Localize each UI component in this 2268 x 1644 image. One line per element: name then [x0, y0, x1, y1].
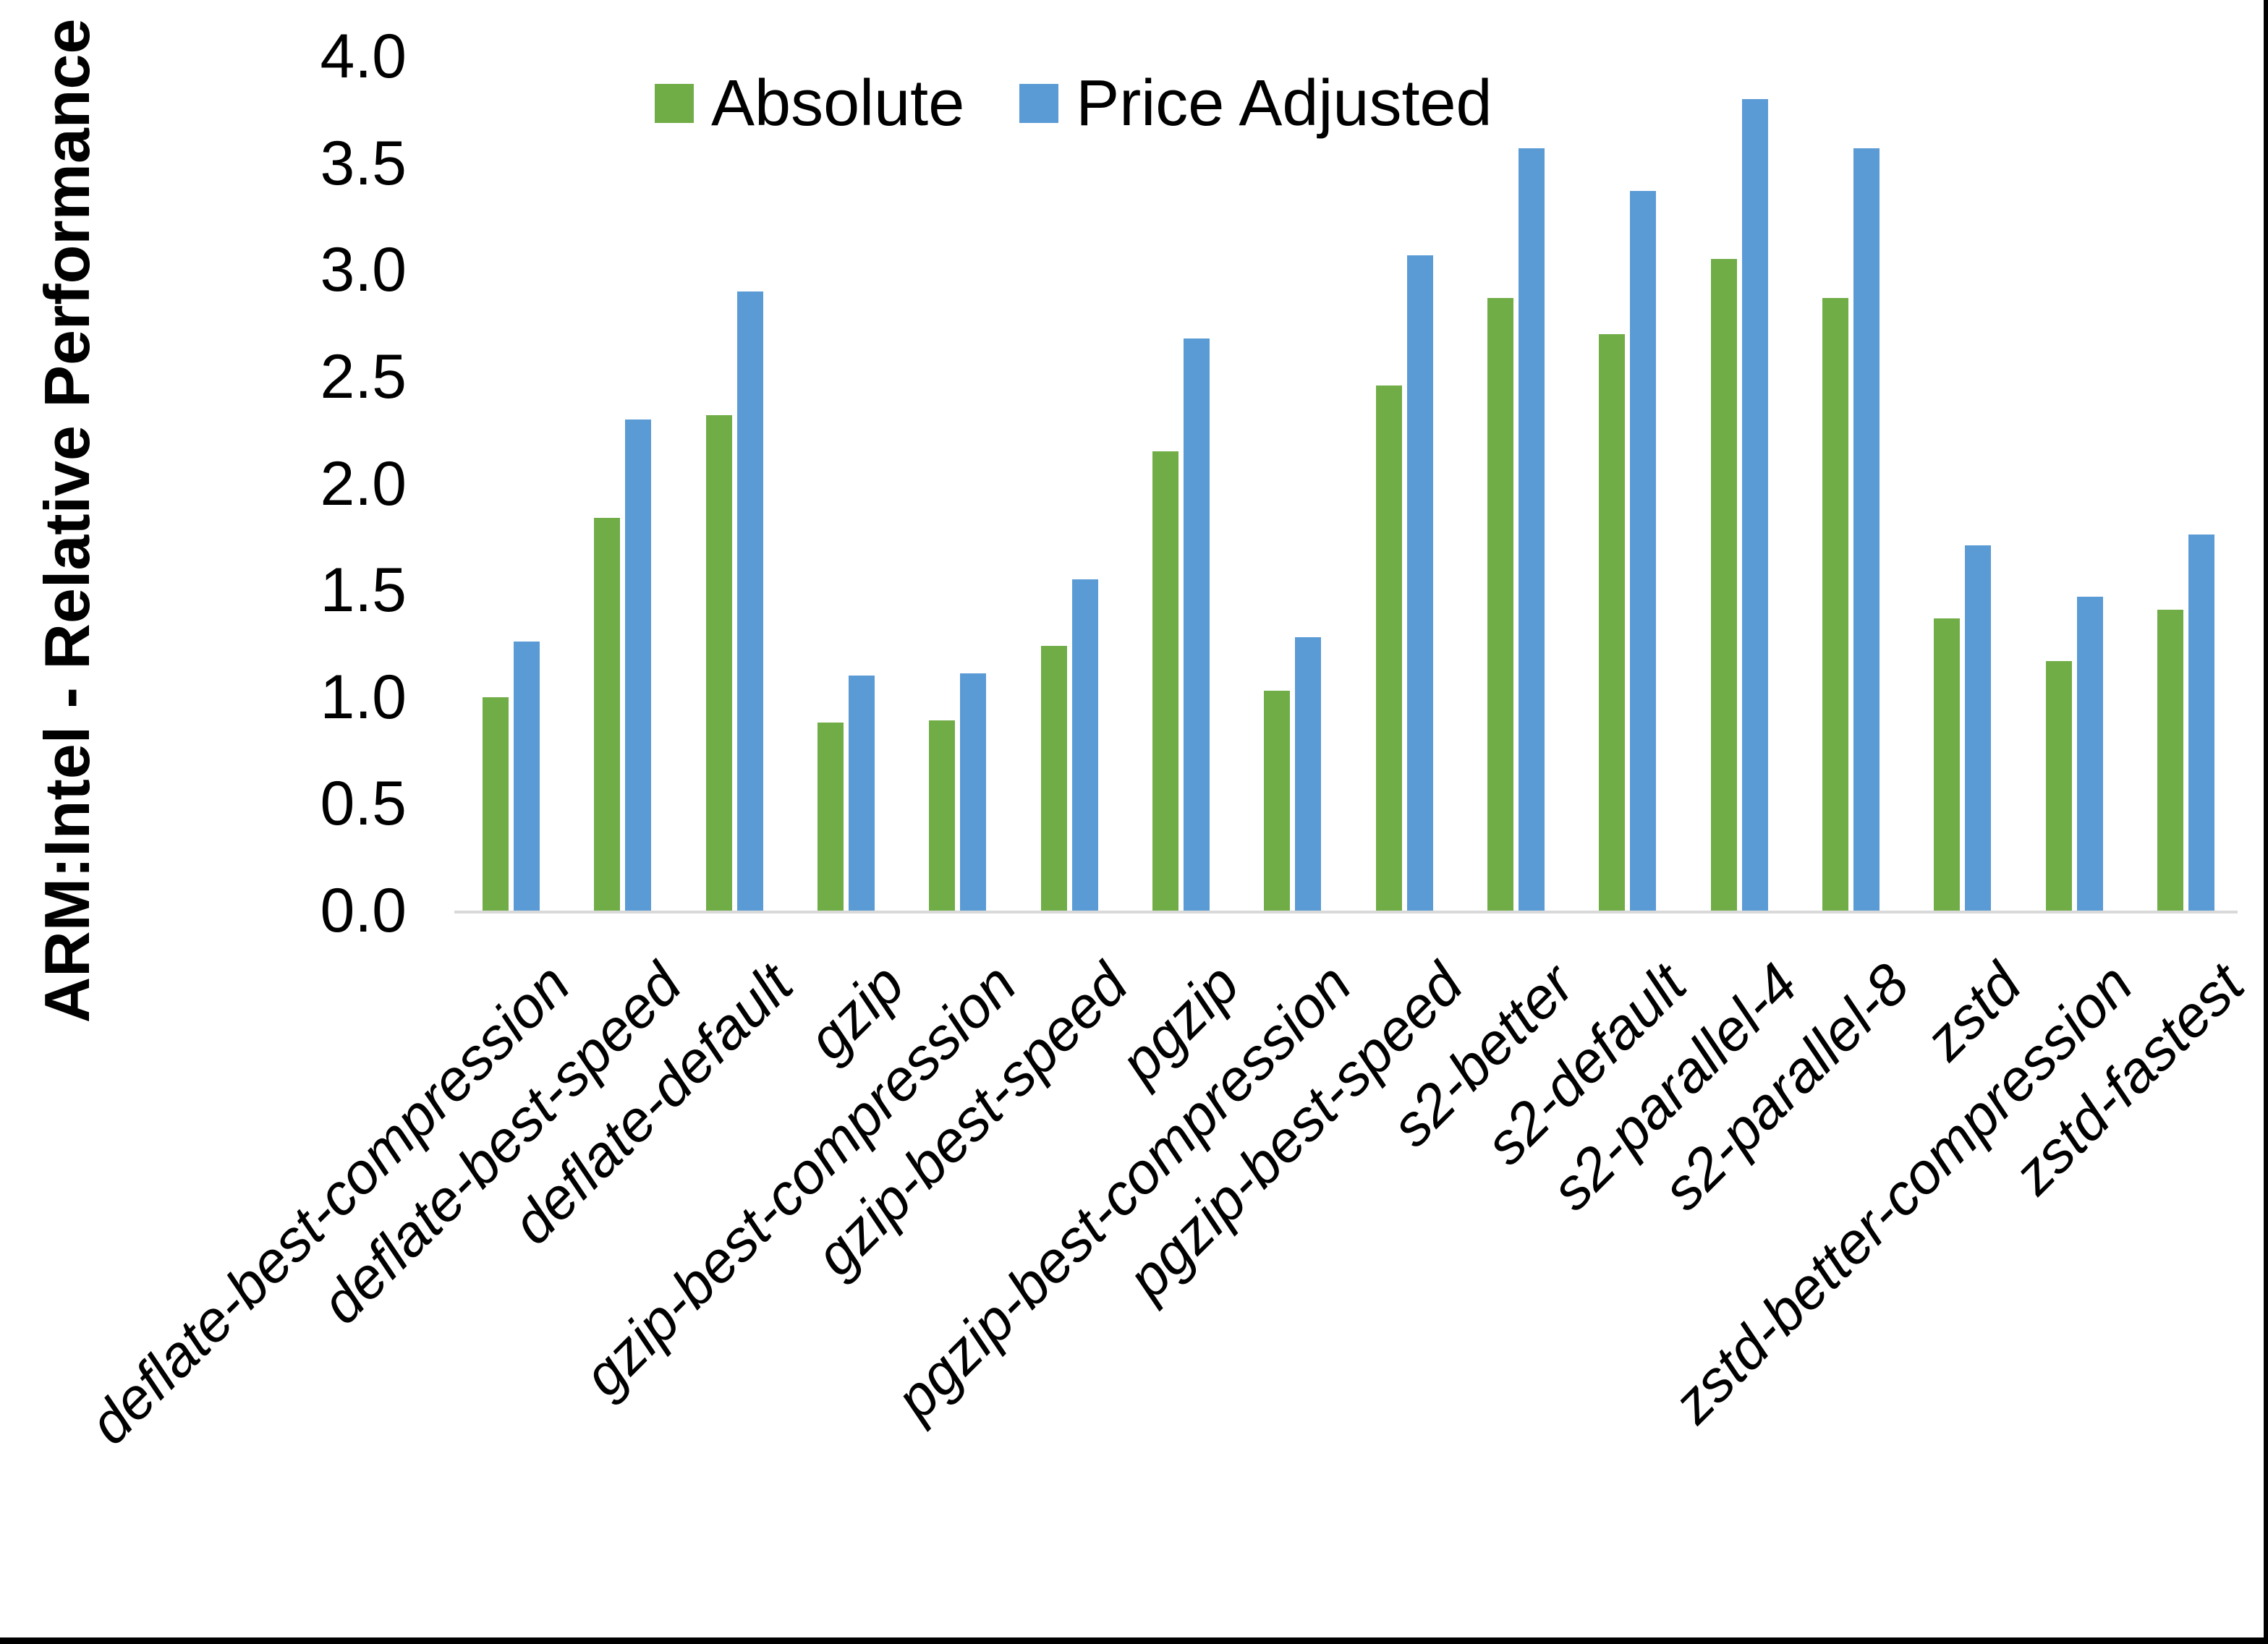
bar-price-adjusted-zstd	[1965, 545, 1992, 911]
frame-border-bottom	[0, 1637, 2268, 1644]
y-tick-label: 1.5	[320, 555, 407, 626]
bar-absolute-deflate-best-speed	[594, 517, 621, 911]
bar-absolute-deflate-best-compression	[483, 697, 509, 911]
bar-price-adjusted-s2-parallel-8	[1853, 148, 1880, 911]
bar-price-adjusted-s2-parallel-4	[1741, 99, 1768, 911]
y-tick-label: 0.0	[320, 876, 407, 945]
bar-absolute-zstd-fastest	[2157, 609, 2183, 911]
bar-absolute-pgzip-best-speed	[1375, 385, 1402, 911]
x-axis-line	[454, 911, 2238, 913]
bar-absolute-deflate-default	[705, 415, 732, 911]
bar-price-adjusted-gzip-best-speed	[1071, 579, 1098, 911]
legend-label-absolute: Absolute	[711, 67, 965, 140]
legend-swatch-price-adjusted	[1019, 84, 1059, 123]
legend-item-price-adjusted: Price Adjusted	[1019, 71, 1492, 136]
bar-absolute-zstd-better-compression	[2045, 660, 2072, 911]
bar-absolute-s2-better	[1487, 297, 1513, 911]
x-axis-label-deflate-best-compression: deflate-best-compression	[76, 951, 582, 1457]
bar-price-adjusted-deflate-best-speed	[625, 419, 652, 911]
legend-item-absolute: Absolute	[655, 71, 964, 136]
legend: Absolute Price Adjusted	[655, 71, 1492, 136]
y-tick-label: 3.0	[320, 235, 407, 305]
bar-absolute-pgzip	[1152, 451, 1178, 911]
y-tick-label: 2.0	[320, 448, 407, 519]
bar-absolute-gzip	[817, 723, 844, 911]
bar-absolute-s2-parallel-8	[1822, 297, 1848, 911]
bar-absolute-pgzip-best-compression	[1264, 690, 1291, 911]
bar-price-adjusted-s2-better	[1518, 148, 1545, 911]
y-tick-label: 3.5	[320, 128, 407, 198]
bar-price-adjusted-pgzip	[1183, 338, 1210, 911]
bar-absolute-gzip-best-compression	[929, 720, 956, 911]
bar-price-adjusted-deflate-best-compression	[514, 641, 540, 911]
bar-price-adjusted-gzip-best-compression	[960, 673, 987, 911]
bar-absolute-s2-default	[1599, 333, 1626, 911]
bar-absolute-gzip-best-speed	[1040, 645, 1067, 911]
legend-label-price-adjusted: Price Adjusted	[1076, 67, 1492, 140]
bar-price-adjusted-zstd-better-compression	[2076, 596, 2103, 911]
y-tick-label: 2.5	[320, 341, 407, 412]
bar-price-adjusted-deflate-default	[736, 291, 763, 911]
y-axis-title: ARM:Intel - Relative Performance	[31, 18, 103, 1023]
frame-border-right	[2264, 0, 2268, 1644]
bar-absolute-s2-parallel-4	[1710, 259, 1737, 911]
bar-price-adjusted-zstd-fastest	[2188, 534, 2214, 911]
bar-price-adjusted-pgzip-best-speed	[1406, 255, 1433, 911]
bar-price-adjusted-pgzip-best-compression	[1295, 637, 1322, 911]
y-tick-label: 4.0	[320, 22, 407, 91]
legend-swatch-absolute	[655, 84, 694, 123]
y-tick-label: 0.5	[320, 769, 407, 839]
bar-price-adjusted-gzip	[848, 676, 875, 911]
bar-price-adjusted-s2-default	[1630, 191, 1657, 911]
y-tick-label: 1.0	[320, 662, 407, 732]
bar-absolute-zstd	[1934, 618, 1961, 911]
